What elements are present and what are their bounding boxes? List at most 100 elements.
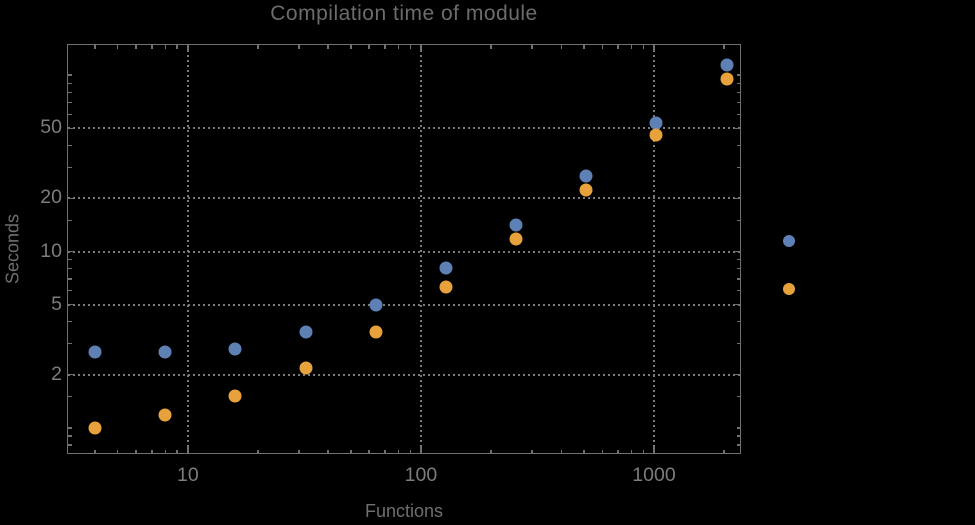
data-point-series-2-orange bbox=[509, 232, 523, 246]
x-axis-tick bbox=[176, 449, 178, 453]
x-tick-label: 10 bbox=[177, 464, 199, 486]
y-tick-label: 50 bbox=[40, 116, 62, 139]
y-axis-tick-right bbox=[734, 303, 740, 306]
data-point-series-1-blue bbox=[579, 169, 593, 183]
data-point-series-1-blue bbox=[649, 116, 663, 130]
x-axis-tick-top bbox=[560, 45, 562, 49]
y-axis-tick-right bbox=[736, 91, 740, 94]
data-point-series-2-orange bbox=[88, 421, 102, 435]
horizontal-gridline bbox=[68, 250, 740, 253]
y-axis-tick-right bbox=[736, 267, 740, 270]
y-axis-tick-right bbox=[736, 444, 740, 446]
y-axis-tick-right bbox=[736, 395, 740, 398]
y-tick-label: 10 bbox=[40, 239, 62, 262]
data-point-series-1-blue bbox=[158, 345, 172, 359]
x-axis-tick bbox=[257, 449, 259, 453]
y-axis-tick-right bbox=[736, 166, 740, 169]
x-axis-tick bbox=[583, 449, 585, 453]
chart-title: Compilation time of module bbox=[270, 2, 538, 25]
data-point-series-1-blue bbox=[228, 342, 242, 356]
data-point-series-1-blue bbox=[88, 345, 102, 359]
x-axis-tick-top bbox=[490, 45, 492, 49]
y-axis-tick-right bbox=[736, 342, 740, 345]
y-axis-tick-right bbox=[734, 197, 740, 200]
y-axis-tick bbox=[68, 82, 72, 85]
y-axis-tick bbox=[68, 219, 72, 222]
data-point-series-2-orange bbox=[579, 183, 593, 197]
y-axis-tick bbox=[68, 197, 74, 200]
data-point-series-1-blue bbox=[299, 325, 313, 339]
y-axis-tick-right bbox=[736, 289, 740, 292]
x-axis-tick-top bbox=[420, 45, 422, 51]
x-axis-tick-top bbox=[723, 45, 725, 49]
x-axis-tick-top bbox=[384, 45, 386, 49]
x-axis-tick-top bbox=[298, 45, 300, 49]
x-axis-tick bbox=[617, 449, 619, 453]
x-axis-tick-top bbox=[601, 45, 604, 49]
x-axis-tick-top bbox=[583, 45, 585, 49]
y-axis-tick-right bbox=[736, 74, 740, 76]
x-axis-tick-top bbox=[151, 45, 153, 49]
x-axis-tick bbox=[298, 449, 300, 453]
data-point-series-2-orange bbox=[228, 389, 242, 403]
data-point-series-2-orange bbox=[158, 408, 172, 422]
x-axis-tick-top bbox=[653, 45, 655, 51]
x-axis-tick bbox=[116, 449, 119, 453]
y-axis-tick bbox=[68, 144, 72, 147]
data-point-series-2-orange bbox=[369, 325, 383, 339]
vertical-gridline bbox=[186, 45, 189, 453]
x-axis-tick-top bbox=[135, 45, 137, 49]
y-axis-tick-right bbox=[736, 219, 740, 222]
y-axis-tick bbox=[68, 289, 72, 292]
x-axis-tick bbox=[164, 449, 167, 453]
x-tick-label: 100 bbox=[404, 464, 438, 486]
y-axis-tick bbox=[68, 278, 72, 280]
y-axis-tick bbox=[68, 258, 72, 261]
x-axis-tick-top bbox=[257, 45, 259, 49]
x-axis-tick-top bbox=[630, 45, 633, 49]
x-axis-tick bbox=[490, 449, 492, 453]
x-axis-tick bbox=[384, 449, 386, 453]
x-axis-tick bbox=[135, 449, 137, 453]
x-axis-tick bbox=[420, 447, 422, 453]
y-axis-tick-right bbox=[736, 258, 740, 261]
y-axis-tick-right bbox=[736, 435, 740, 437]
x-axis-tick-top bbox=[350, 45, 352, 49]
y-axis-tick bbox=[68, 373, 74, 376]
vertical-gridline bbox=[419, 45, 422, 453]
x-axis-tick-top bbox=[176, 45, 178, 49]
y-axis-tick bbox=[68, 342, 72, 345]
y-axis-tick bbox=[68, 166, 72, 169]
data-point-series-2-orange bbox=[439, 280, 453, 294]
horizontal-gridline bbox=[68, 373, 740, 376]
y-axis-tick-right bbox=[736, 101, 740, 104]
horizontal-gridline bbox=[68, 303, 740, 306]
y-axis-tick-right bbox=[736, 320, 740, 323]
y-tick-label: 2 bbox=[51, 362, 62, 385]
x-axis-tick-top bbox=[531, 45, 533, 49]
x-axis-tick-top bbox=[368, 45, 370, 49]
y-axis-tick-right bbox=[734, 127, 740, 130]
x-axis-tick bbox=[397, 449, 400, 453]
x-axis-tick-top bbox=[642, 45, 645, 49]
x-axis-tick bbox=[327, 449, 329, 453]
legend-marker-series-2-orange bbox=[783, 283, 795, 295]
x-axis-tick-top bbox=[409, 45, 411, 49]
y-axis-tick-right bbox=[734, 250, 740, 253]
y-axis-tick bbox=[68, 395, 72, 398]
y-axis-tick bbox=[68, 101, 72, 104]
y-axis-tick bbox=[68, 250, 74, 253]
y-axis-tick bbox=[68, 427, 72, 429]
x-axis-tick-top bbox=[397, 45, 400, 49]
x-axis-tick-top bbox=[116, 45, 119, 49]
y-axis-label: Seconds bbox=[2, 213, 23, 285]
y-axis-tick bbox=[68, 267, 72, 270]
x-axis-tick bbox=[531, 449, 533, 453]
y-axis-tick bbox=[68, 444, 72, 446]
x-axis-tick bbox=[409, 449, 411, 453]
x-axis-tick-top bbox=[327, 45, 329, 49]
x-axis-tick bbox=[560, 449, 562, 453]
x-axis-tick bbox=[350, 449, 352, 453]
plot-frame bbox=[67, 44, 741, 454]
